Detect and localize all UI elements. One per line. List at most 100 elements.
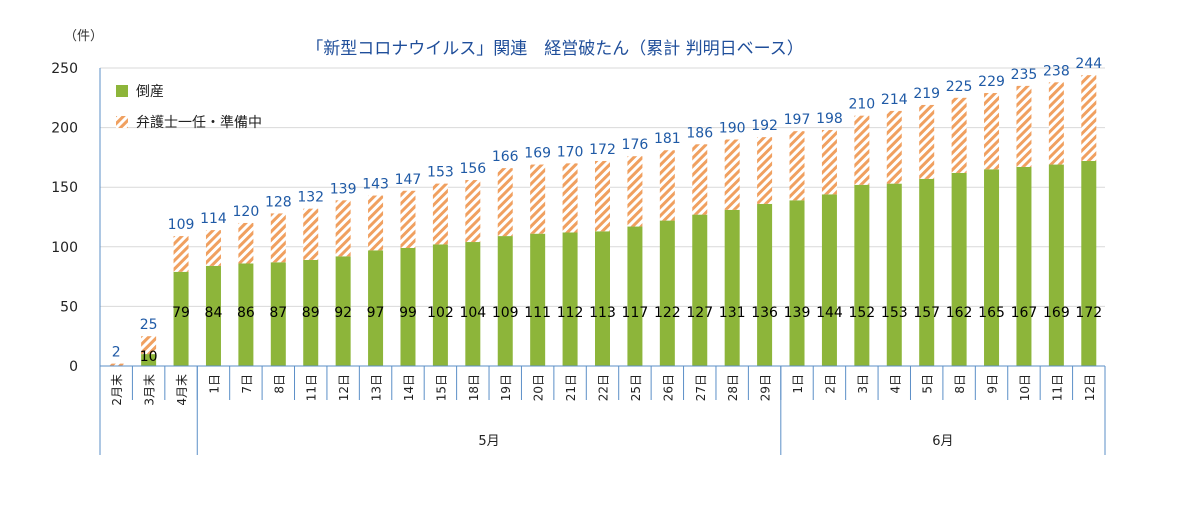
x-tick-label: 1日: [207, 374, 221, 394]
bottom-value-label: 172: [1075, 305, 1102, 321]
total-label: 120: [233, 204, 260, 220]
bar-bengoshi: [562, 163, 578, 233]
bar-bengoshi: [1081, 75, 1097, 161]
bottom-value-label: 157: [913, 305, 940, 321]
bar-tousan: [432, 244, 448, 366]
x-tick-label: 10日: [1018, 374, 1032, 401]
x-tick-label: 8日: [272, 374, 286, 394]
y-tick-label: 100: [51, 240, 78, 256]
bar-bengoshi: [757, 137, 773, 204]
x-tick-label: 28日: [726, 374, 740, 401]
bar-bengoshi: [238, 222, 254, 264]
bar-bengoshi: [303, 208, 319, 260]
x-tick-label: 12日: [1083, 374, 1097, 401]
bar-bengoshi: [1048, 82, 1064, 165]
bar-tousan: [400, 247, 416, 366]
bar-tousan: [821, 194, 837, 366]
bottom-value-label: 136: [751, 305, 778, 321]
bottom-value-label: 127: [686, 305, 713, 321]
bar-bengoshi: [854, 115, 870, 185]
bar-bengoshi: [335, 200, 351, 257]
bottom-value-label: 113: [589, 305, 616, 321]
bar-tousan: [627, 226, 643, 366]
total-label: 190: [719, 121, 746, 137]
bottom-value-label: 89: [302, 305, 320, 321]
x-tick-label: 11日: [1050, 374, 1064, 401]
bottom-value-label: 152: [848, 305, 875, 321]
total-label: 225: [946, 79, 973, 95]
total-label: 235: [1011, 67, 1038, 83]
bar-bengoshi: [886, 110, 902, 184]
bar-tousan: [854, 184, 870, 366]
bar-tousan: [886, 183, 902, 366]
bar-bengoshi: [270, 213, 286, 263]
bar-tousan: [595, 231, 610, 366]
bar-tousan: [659, 220, 675, 366]
y-tick-label: 250: [51, 61, 78, 77]
bottom-value-label: 99: [399, 305, 417, 321]
legend-swatch-tousan: [116, 85, 128, 97]
total-label: 2: [112, 345, 121, 361]
bottom-value-label: 10: [140, 349, 158, 365]
bottom-value-label: 153: [881, 305, 908, 321]
total-label: 181: [654, 131, 681, 147]
bottom-value-label: 122: [654, 305, 681, 321]
x-tick-label: 4日: [888, 374, 902, 394]
x-tick-label: 7日: [240, 374, 254, 394]
bar-bengoshi: [595, 160, 610, 232]
bar-bengoshi: [400, 190, 416, 248]
total-label: 219: [913, 86, 940, 102]
bar-bengoshi: [141, 336, 157, 355]
bar-bengoshi: [108, 363, 124, 366]
bottom-value-label: 84: [205, 305, 223, 321]
bar-tousan: [1081, 160, 1097, 366]
x-tick-label: 13日: [370, 374, 384, 401]
total-label: 109: [168, 217, 195, 233]
total-label: 210: [848, 97, 875, 113]
bottom-value-label: 165: [978, 305, 1005, 321]
bar-bengoshi: [368, 195, 384, 251]
bar-bengoshi: [659, 150, 675, 221]
bar-tousan: [335, 256, 351, 366]
bottom-value-label: 112: [557, 305, 584, 321]
legend-swatch-bengoshi: [116, 116, 128, 128]
bar-bengoshi: [465, 180, 481, 243]
total-label: 198: [816, 111, 843, 127]
bar-bengoshi: [724, 139, 740, 210]
bar-bengoshi: [1016, 85, 1032, 167]
bottom-value-label: 109: [492, 305, 519, 321]
x-tick-label: 1日: [791, 374, 805, 394]
bottom-value-label: 104: [459, 305, 486, 321]
total-label: 170: [557, 144, 584, 160]
bottom-value-label: 97: [367, 305, 385, 321]
x-tick-label: 29日: [759, 374, 773, 401]
bottom-value-label: 131: [719, 305, 746, 321]
bar-bengoshi: [173, 236, 189, 272]
bar-tousan: [692, 214, 708, 366]
total-label: 238: [1043, 63, 1070, 79]
total-label: 197: [784, 112, 811, 128]
bottom-value-label: 117: [622, 305, 649, 321]
unit-label: （件）: [64, 29, 103, 44]
bar-tousan: [238, 263, 254, 366]
month-label: 6月: [932, 434, 953, 449]
bar-bengoshi: [692, 144, 708, 215]
x-tick-label: 14日: [402, 374, 416, 401]
total-label: 244: [1075, 56, 1102, 72]
total-label: 128: [265, 194, 292, 210]
bar-bengoshi: [821, 129, 837, 195]
x-tick-label: 15日: [434, 374, 448, 401]
y-tick-label: 0: [69, 359, 78, 375]
y-tick-label: 50: [60, 299, 78, 315]
bottom-value-label: 144: [816, 305, 843, 321]
x-tick-label: 8日: [953, 374, 967, 394]
bar-bengoshi: [951, 97, 967, 173]
total-label: 25: [140, 317, 158, 333]
total-label: 132: [297, 190, 324, 206]
bottom-value-label: 162: [946, 305, 973, 321]
bottom-value-label: 169: [1043, 305, 1070, 321]
bar-bengoshi: [205, 230, 221, 266]
total-label: 153: [427, 165, 454, 181]
